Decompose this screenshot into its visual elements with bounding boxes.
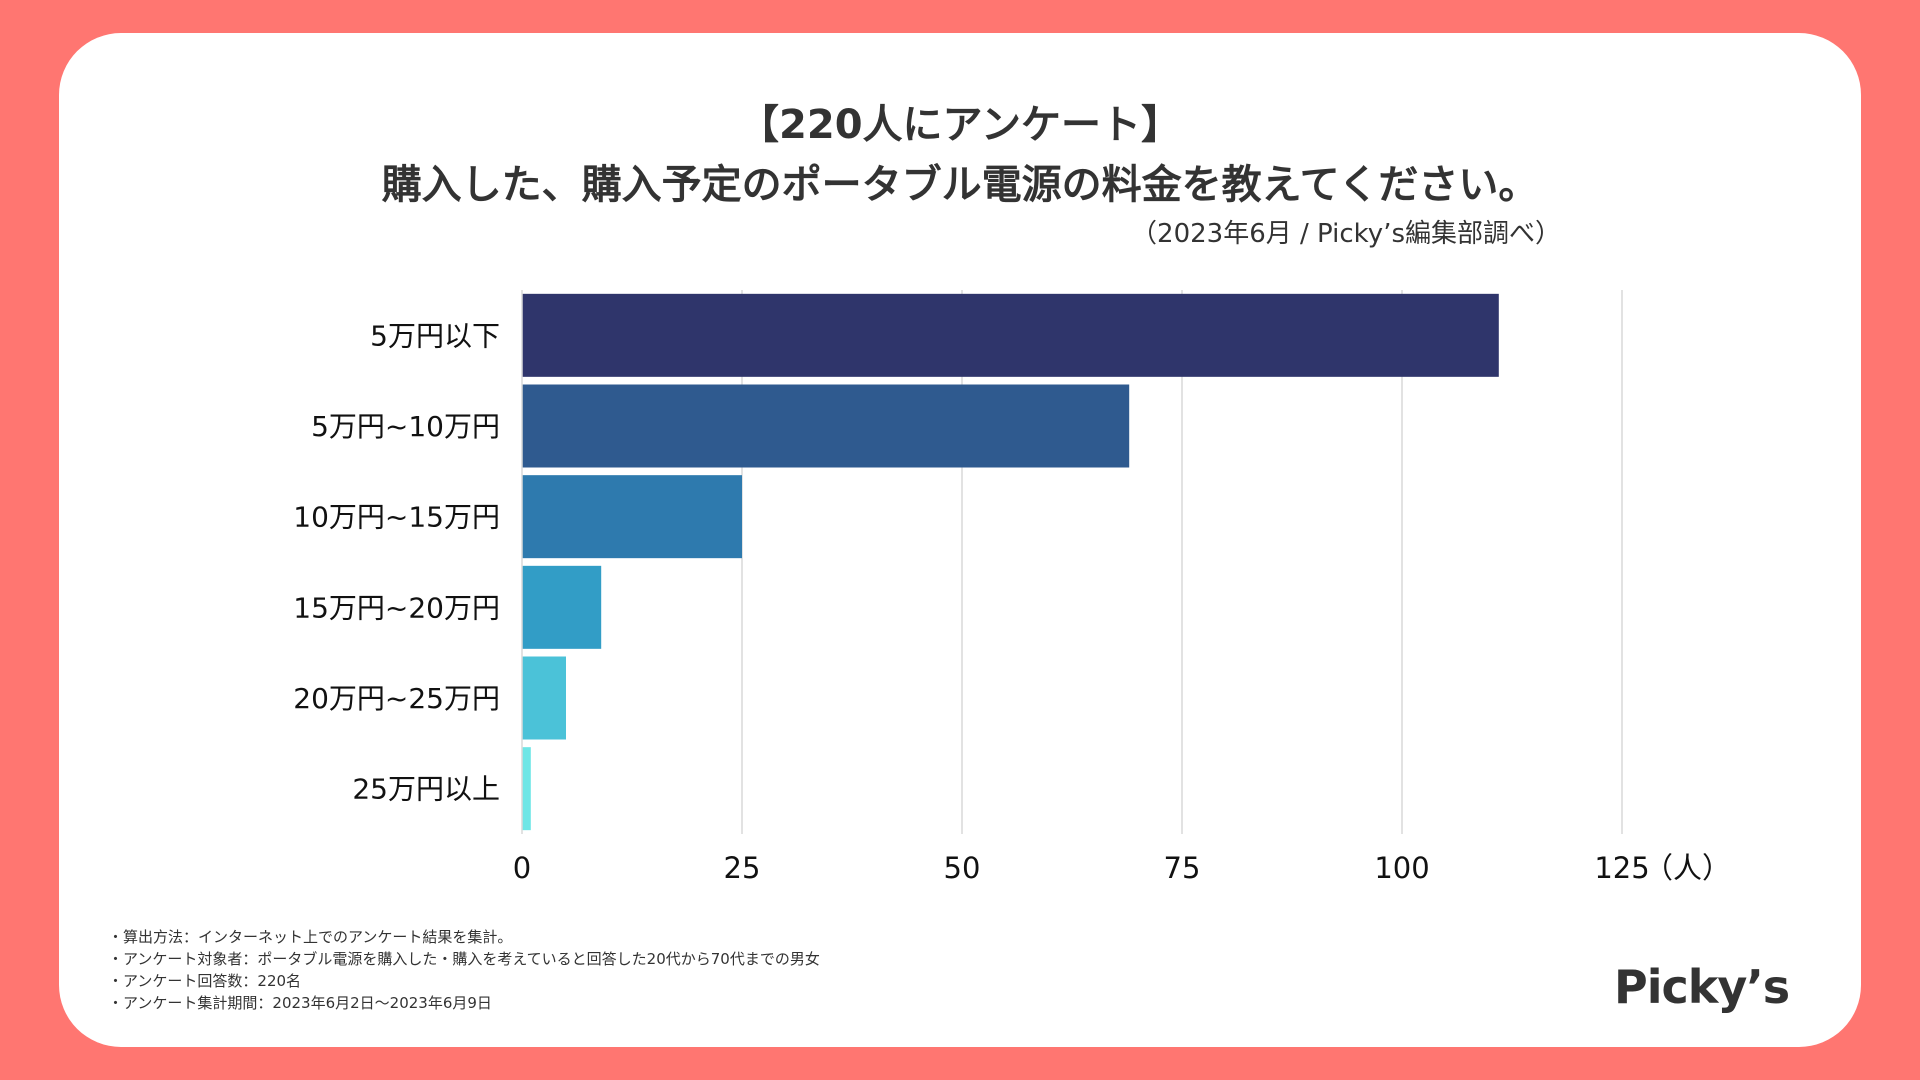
x-tick-label: 25 <box>724 851 761 885</box>
footnotes: ・算出方法：インターネット上でのアンケート結果を集計。 ・アンケート対象者：ポー… <box>108 926 820 1014</box>
card <box>59 33 1861 1047</box>
x-tick-label: 0 <box>513 851 531 885</box>
x-tick-label: 125 <box>1594 851 1649 885</box>
bar <box>522 565 602 649</box>
category-label: 25万円以上 <box>352 773 500 806</box>
category-label: 10万円~15万円 <box>293 501 500 534</box>
bar <box>522 747 531 831</box>
bar <box>522 384 1130 468</box>
category-label: 5万円以下 <box>370 319 500 352</box>
footnote: ・アンケート対象者：ポータブル電源を購入した・購入を考えていると回答した20代か… <box>108 950 820 968</box>
title-line1: 【220人にアンケート】 <box>739 102 1181 148</box>
x-unit-label: （人） <box>1644 851 1731 885</box>
x-tick-label: 100 <box>1374 851 1429 885</box>
subtitle: （2023年6月 / Picky’s編集部調べ） <box>1131 219 1561 249</box>
title-line2: 購入した、購入予定のポータブル電源の料金を教えてください。 <box>381 162 1539 208</box>
footnote: ・アンケート集計期間：2023年6月2日～2023年6月9日 <box>108 994 492 1012</box>
bar <box>522 656 566 740</box>
category-label: 15万円~20万円 <box>293 591 500 624</box>
footnote: ・算出方法：インターネット上でのアンケート結果を集計。 <box>108 928 513 946</box>
bar <box>522 475 742 559</box>
footnote: ・アンケート回答数：220名 <box>108 972 302 990</box>
x-tick-label: 50 <box>944 851 981 885</box>
picky-s-logo: Picky’s <box>1614 960 1790 1014</box>
x-tick-label: 75 <box>1164 851 1201 885</box>
category-label: 5万円~10万円 <box>311 410 500 443</box>
bar <box>522 293 1499 377</box>
category-label: 20万円~25万円 <box>293 682 500 715</box>
